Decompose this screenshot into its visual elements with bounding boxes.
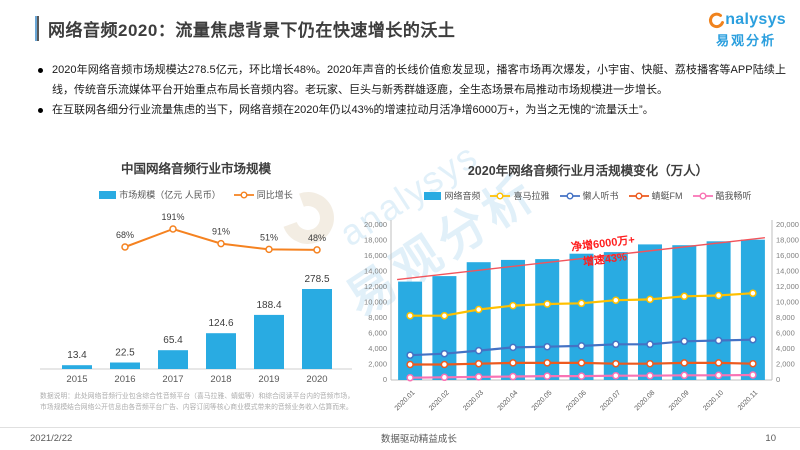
svg-text:51%: 51%: [260, 232, 278, 242]
legend-line-swatch: [233, 191, 254, 198]
footer-slogan: 数据驱动精益成长: [380, 434, 457, 445]
legend-item-蜻蜓FM: 蜻蜓FM: [628, 189, 683, 202]
svg-text:2020.04: 2020.04: [497, 389, 520, 412]
svg-text:13.4: 13.4: [67, 350, 87, 361]
legend-item-市场规模（亿元 人民币）: 市场规模（亿元 人民币）: [99, 188, 221, 201]
mau-chart-section: 2020年网络音频行业月活规模变化（万人） 网络音频 喜马拉雅 懒人听书 蜻蜓FM 酷我…: [364, 160, 800, 426]
svg-text:14,000: 14,000: [364, 266, 387, 275]
svg-text:2015: 2015: [66, 374, 87, 385]
svg-text:2020.10: 2020.10: [702, 389, 725, 412]
svg-text:91%: 91%: [212, 227, 230, 237]
mau-chart-legend: 网络音频 喜马拉雅 懒人听书 蜻蜓FM 酷我畅听: [376, 189, 800, 202]
legend-label: 喜马拉雅: [513, 191, 550, 201]
slide-footer: 2021/2/22 数据驱动精益成长 10: [0, 427, 800, 450]
svg-text:20,000: 20,000: [776, 220, 799, 229]
svg-text:65.4: 65.4: [163, 335, 183, 346]
legend-item-喜马拉雅: 喜马拉雅: [490, 189, 550, 202]
svg-text:22.5: 22.5: [115, 348, 135, 359]
svg-text:2020.07: 2020.07: [599, 389, 622, 412]
mau-chart-title: 2020年网络音频行业月活规模变化（万人）: [467, 164, 709, 178]
bullet-text-1: 2020年网络音频市场规模达278.5亿元，环比增长48%。2020年声音的长线…: [52, 64, 786, 96]
svg-text:14,000: 14,000: [776, 266, 799, 275]
title-accent-bar: [35, 16, 39, 41]
svg-text:6,000: 6,000: [776, 328, 795, 337]
svg-text:2020.11: 2020.11: [737, 389, 760, 412]
svg-text:2020: 2020: [306, 374, 327, 385]
svg-text:8,000: 8,000: [776, 313, 795, 322]
legend-line-swatch: [692, 192, 713, 199]
svg-text:278.5: 278.5: [304, 274, 329, 285]
market-size-chart-section: 中国网络音频行业市场规模 市场规模（亿元 人民币） 同比增长 13.4 2015 22…: [30, 158, 362, 413]
legend-label: 网络音频: [444, 191, 481, 201]
svg-text:2018: 2018: [210, 374, 231, 385]
svg-text:4,000: 4,000: [368, 344, 387, 353]
svg-text:191%: 191%: [161, 212, 184, 222]
legend-line-swatch: [628, 192, 649, 199]
svg-text:0: 0: [776, 375, 780, 384]
legend-item-网络音频: 网络音频: [424, 189, 480, 202]
market-size-chart-title: 中国网络音频行业市场规模: [120, 162, 271, 176]
svg-text:2019: 2019: [258, 374, 279, 385]
svg-text:2020.03: 2020.03: [462, 389, 485, 412]
slide-header: 网络音频2020：流量焦虑背景下仍在快速增长的沃土: [35, 16, 455, 41]
legend-item-酷我畅听: 酷我畅听: [692, 189, 752, 202]
svg-text:4,000: 4,000: [776, 344, 795, 353]
legend-item-同比增长: 同比增长: [233, 188, 293, 201]
svg-text:0: 0: [383, 375, 387, 384]
data-note: 数据说明：此处网络音频行业包含综合性音频平台（喜马拉雅、蜻蜓等）和综合阅读平台内…: [40, 393, 354, 411]
svg-text:12,000: 12,000: [776, 282, 799, 291]
bullet-item: 2020年网络音频市场规模达278.5亿元，环比增长48%。2020年声音的长线…: [38, 61, 786, 101]
legend-item-懒人听书: 懒人听书: [559, 189, 619, 202]
logo-wordmark: nalysys: [706, 10, 786, 29]
legend-bar-swatch: [424, 191, 442, 200]
svg-text:2020.09: 2020.09: [668, 389, 691, 412]
svg-text:2016: 2016: [114, 374, 135, 385]
bullet-dot-icon: [38, 107, 43, 113]
svg-text:10,000: 10,000: [776, 297, 799, 306]
mau-chart: 0 0 2,000 2,000 4,000 4,000 6,000 6,000 8,000 8,0…: [364, 220, 799, 412]
legend-label: 酷我畅听: [715, 191, 752, 201]
page-title: 网络音频2020：流量焦虑背景下仍在快速增长的沃土: [48, 21, 456, 40]
market-size-chart-legend: 市场规模（亿元 人民币） 同比增长: [30, 188, 362, 201]
legend-line-swatch: [490, 192, 511, 199]
market-size-chart: 13.4 2015 22.5 2016 65.4 2017 124.6 2018 188.4 20…: [40, 212, 352, 385]
legend-label: 市场规模（亿元 人民币）: [119, 190, 221, 200]
bullet-item: 在互联网各细分行业流量焦虑的当下，网络音频在2020年仍以43%的增速拉动月活净…: [38, 101, 786, 121]
svg-text:2020.05: 2020.05: [531, 389, 554, 412]
svg-text:2020.06: 2020.06: [565, 389, 588, 412]
legend-label: 蜻蜓FM: [651, 191, 683, 201]
svg-text:68%: 68%: [116, 230, 134, 240]
legend-bar-swatch: [99, 190, 117, 199]
svg-text:2020.01: 2020.01: [394, 389, 417, 412]
logo-swirl-icon: [709, 12, 725, 29]
svg-text:12,000: 12,000: [364, 282, 387, 291]
bullet-text-2: 在互联网各细分行业流量焦虑的当下，网络音频在2020年仍以43%的增速拉动月活净…: [52, 103, 654, 116]
logo-text-cn: 易观分析: [716, 33, 777, 48]
legend-label: 同比增长: [256, 190, 293, 200]
svg-text:16,000: 16,000: [364, 251, 387, 260]
legend-line-swatch: [559, 192, 580, 199]
svg-text:2,000: 2,000: [776, 359, 795, 368]
svg-text:48%: 48%: [308, 233, 326, 243]
svg-text:6,000: 6,000: [368, 328, 387, 337]
svg-text:10,000: 10,000: [364, 297, 387, 306]
svg-text:2,000: 2,000: [368, 359, 387, 368]
analysys-logo: nalysys 易观分析: [706, 10, 786, 49]
footer-date: 2021/2/22: [30, 432, 73, 444]
svg-text:18,000: 18,000: [364, 235, 387, 244]
svg-text:18,000: 18,000: [776, 235, 799, 244]
svg-text:16,000: 16,000: [776, 251, 799, 260]
legend-label: 懒人听书: [582, 191, 619, 201]
svg-text:8,000: 8,000: [368, 313, 387, 322]
bullet-dot-icon: [38, 68, 43, 73]
footer-page-number: 10: [765, 432, 776, 444]
svg-text:2017: 2017: [162, 374, 183, 385]
summary-bullets: 2020年网络音频市场规模达278.5亿元，环比增长48%。2020年声音的长线…: [38, 61, 786, 120]
svg-text:188.4: 188.4: [256, 300, 281, 311]
logo-text-en: nalysys: [725, 10, 786, 28]
svg-text:2020.02: 2020.02: [428, 389, 451, 412]
svg-text:124.6: 124.6: [208, 318, 233, 329]
svg-text:2020.08: 2020.08: [634, 389, 657, 412]
svg-text:20,000: 20,000: [364, 220, 387, 229]
